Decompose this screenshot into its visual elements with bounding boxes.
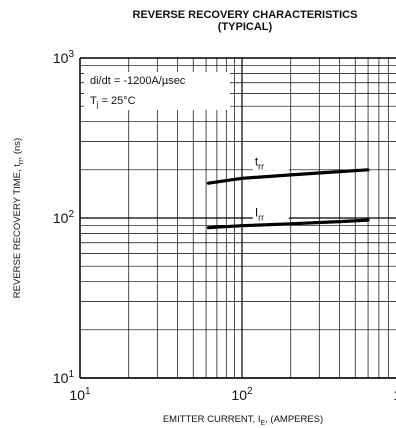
- chart-subtitle: (TYPICAL): [217, 21, 273, 33]
- y-tick-label: 102: [53, 209, 75, 226]
- condition-didt: di/dt = -1200A/µsec: [90, 75, 186, 87]
- y-tick-label: 101: [53, 369, 75, 386]
- y-axis-label: REVERSE RECOVERY TIME, trr, (ns): [12, 138, 25, 298]
- series-line-trr: [206, 168, 370, 185]
- chart-title: REVERSE RECOVERY CHARACTERISTICS: [132, 9, 358, 21]
- axis-labels: EMITTER CURRENT, IE, (AMPERES) REVERSE RE…: [12, 138, 323, 427]
- series-label-trr-bg: [252, 153, 289, 171]
- tick-labels: 101 102 103 101 102 103: [53, 49, 396, 403]
- series-label-irr: Irr: [255, 206, 264, 223]
- y-tick-label: 103: [53, 49, 75, 66]
- x-tick-label: 101: [69, 386, 91, 403]
- x-tick-label: 103: [393, 386, 396, 403]
- condition-box-bg: [84, 72, 230, 110]
- annotations: di/dt = -1200A/µsec Tj = 25°C: [84, 72, 230, 110]
- series-label-irr-bg: [252, 204, 289, 222]
- x-tick-label: 102: [231, 386, 253, 403]
- grid: [79, 57, 396, 379]
- condition-tj: Tj = 25°C: [90, 95, 136, 109]
- series-layer: trr Irr: [206, 153, 370, 230]
- series-label-trr: trr: [255, 154, 264, 171]
- x-axis-label: EMITTER CURRENT, IE, (AMPERES): [163, 414, 323, 427]
- series-line-irr: [206, 218, 370, 230]
